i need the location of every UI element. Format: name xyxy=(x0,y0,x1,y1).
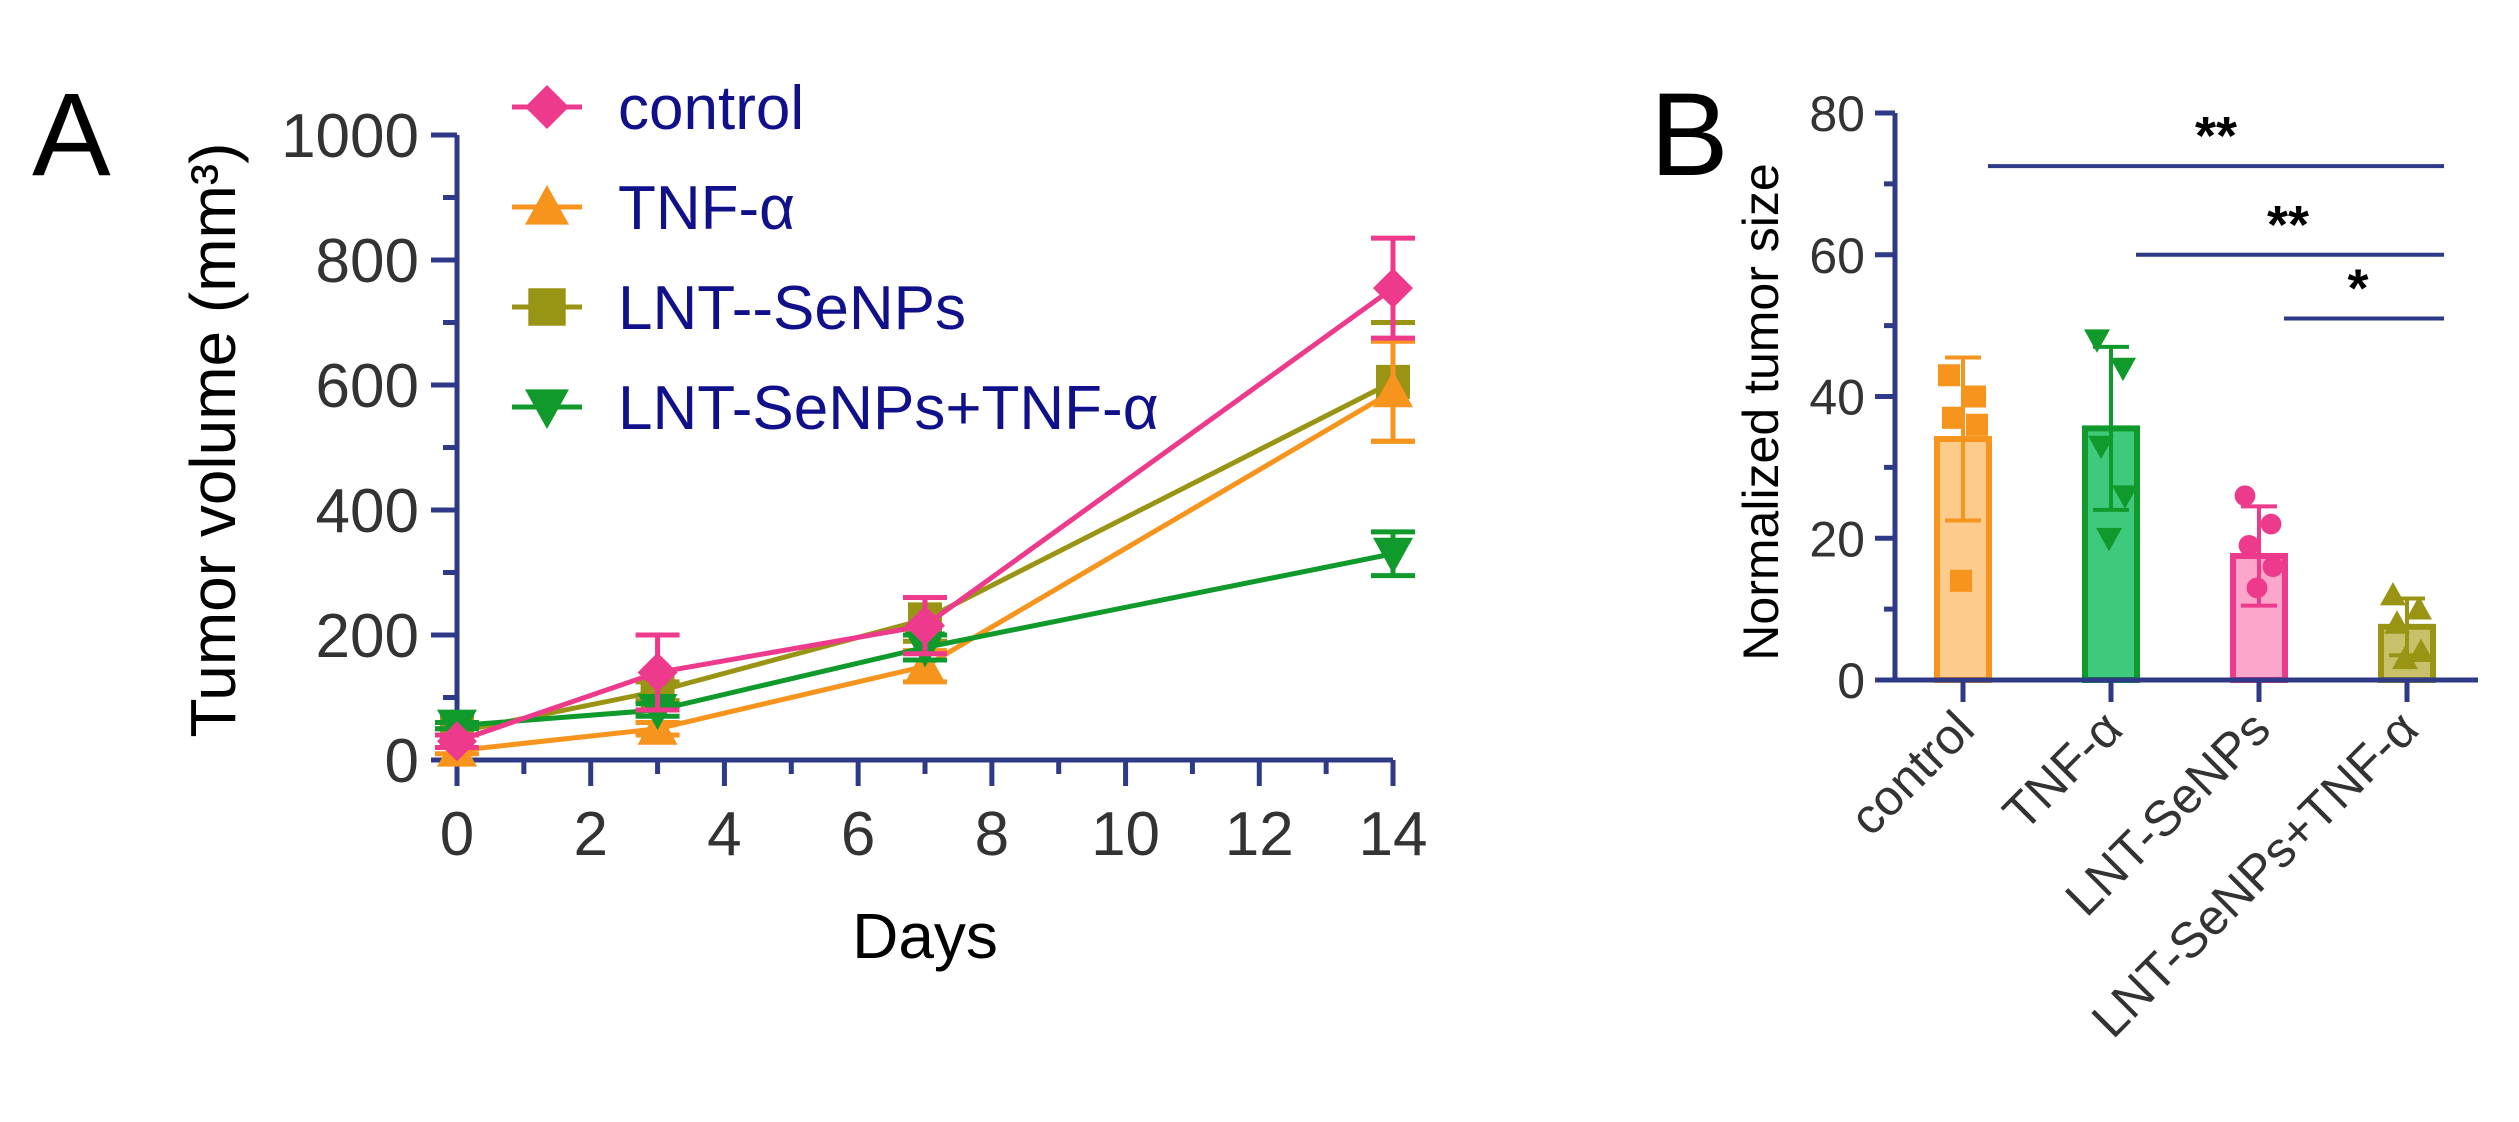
significance-bracket: * xyxy=(2284,259,2444,321)
data-point xyxy=(1941,406,1965,429)
panel-a-x-tick-label: 4 xyxy=(707,800,741,869)
legend-item: control xyxy=(512,74,804,143)
data-point xyxy=(2112,485,2138,509)
panel-a-x-tick-label: 14 xyxy=(1359,800,1428,869)
data-point xyxy=(2110,357,2136,382)
data-point xyxy=(2384,610,2410,634)
data-point xyxy=(1373,371,1413,408)
panel-b-y-tick-label: 60 xyxy=(1809,228,1865,284)
panel-b-y-axis-label: Normalized tumor size xyxy=(1733,163,1789,660)
data-point xyxy=(2408,638,2434,663)
panel-a-x-axis-label: Days xyxy=(852,900,998,972)
data-point xyxy=(437,721,477,762)
panel-a-y-tick-label: 200 xyxy=(316,602,419,671)
data-point xyxy=(2392,645,2418,670)
data-point xyxy=(2406,596,2432,620)
panel-a-line-chart: 0 2 4 6 8 10 12 14 0 200 400 600 800 1000 control TNF-… xyxy=(177,74,1427,972)
bar-group-LNT-SeNPs xyxy=(2230,485,2288,683)
panel-a-series xyxy=(435,235,1415,767)
series-line xyxy=(456,286,1395,744)
legend-label: LNT-SeNPs+TNF-α xyxy=(618,374,1159,443)
panel-b-y-tick-label: 40 xyxy=(1809,370,1865,426)
panel-a-y-axis-label: Tumor volume (mm³) xyxy=(177,143,249,738)
panel-a-x-tick-label: 10 xyxy=(1091,800,1160,869)
data-point xyxy=(2088,435,2114,460)
panel-b-letter: B xyxy=(1650,69,1729,201)
data-point xyxy=(1963,385,1987,408)
panel-b-bars xyxy=(1934,329,2436,683)
series-line xyxy=(456,551,1394,729)
series-control xyxy=(435,235,1415,762)
data-point xyxy=(2380,581,2406,606)
series-line xyxy=(456,389,1395,754)
data-point xyxy=(1373,537,1413,574)
panel-a-legend: control TNF-α LNT--SeNPs LNT-SeNPs+TNF-α xyxy=(512,74,1159,443)
panel-a-x-tick-label: 6 xyxy=(841,800,875,869)
legend-marker xyxy=(525,85,569,129)
legend-item: TNF-α xyxy=(512,174,795,243)
bar-group-LNT-SeNPs+TNF-α xyxy=(2378,581,2436,683)
panel-b-x-tick-label: control xyxy=(1839,700,1985,846)
panel-b-y-tick-label: 0 xyxy=(1837,653,1865,709)
data-point xyxy=(1949,569,1973,592)
significance-label: ** xyxy=(2267,195,2309,255)
panel-a-y-tick-label: 400 xyxy=(316,477,419,546)
data-point xyxy=(2260,513,2282,535)
panel-a-y-tick-label: 800 xyxy=(316,227,419,296)
data-point xyxy=(2234,485,2256,507)
data-point xyxy=(1965,413,1989,436)
panel-a-x-tick-label: 12 xyxy=(1225,800,1294,869)
legend-marker xyxy=(525,185,569,225)
legend-label: LNT--SeNPs xyxy=(618,274,966,343)
legend-item: LNT--SeNPs xyxy=(512,274,966,343)
panel-a-axes: 0 2 4 6 8 10 12 14 0 200 400 600 800 1000 xyxy=(281,102,1427,869)
significance-label: * xyxy=(2347,259,2368,319)
panel-a-letter: A xyxy=(32,69,111,201)
data-point xyxy=(2246,577,2268,599)
panel-a-x-tick-label: 0 xyxy=(440,800,474,869)
panel-b-x-tick-label: TNF-α xyxy=(1992,700,2133,841)
panel-a-y-tick-label: 1000 xyxy=(281,102,419,171)
significance-bracket: ** xyxy=(2136,195,2444,257)
panel-a-y-tick-label: 0 xyxy=(385,727,419,796)
data-point xyxy=(2084,329,2110,353)
panel-a-x-tick-label: 2 xyxy=(573,800,607,869)
panel-a-x-tick-label: 8 xyxy=(975,800,1009,869)
data-point xyxy=(905,605,945,646)
bar-group-control xyxy=(1934,355,1992,683)
bar-group-TNF-α xyxy=(2082,329,2140,683)
data-point xyxy=(2238,534,2260,556)
legend-label: control xyxy=(618,74,804,143)
data-point xyxy=(637,652,678,693)
data-point xyxy=(2096,527,2122,552)
legend-label: TNF-α xyxy=(618,174,795,243)
panel-b-y-tick-label: 20 xyxy=(1809,511,1865,567)
panel-b-y-tick-label: 80 xyxy=(1809,86,1865,142)
data-point xyxy=(1937,364,1961,387)
series-line xyxy=(456,379,1395,735)
data-point xyxy=(2262,556,2284,577)
significance-label: ** xyxy=(2195,106,2237,166)
panel-b-significance: ***** xyxy=(1988,106,2444,321)
data-point xyxy=(1373,268,1413,309)
legend-marker xyxy=(528,288,566,326)
legend-marker xyxy=(525,389,569,429)
legend-item: LNT-SeNPs+TNF-α xyxy=(512,374,1159,443)
significance-bracket: ** xyxy=(1988,106,2444,169)
panel-a-y-tick-label: 600 xyxy=(316,352,419,421)
